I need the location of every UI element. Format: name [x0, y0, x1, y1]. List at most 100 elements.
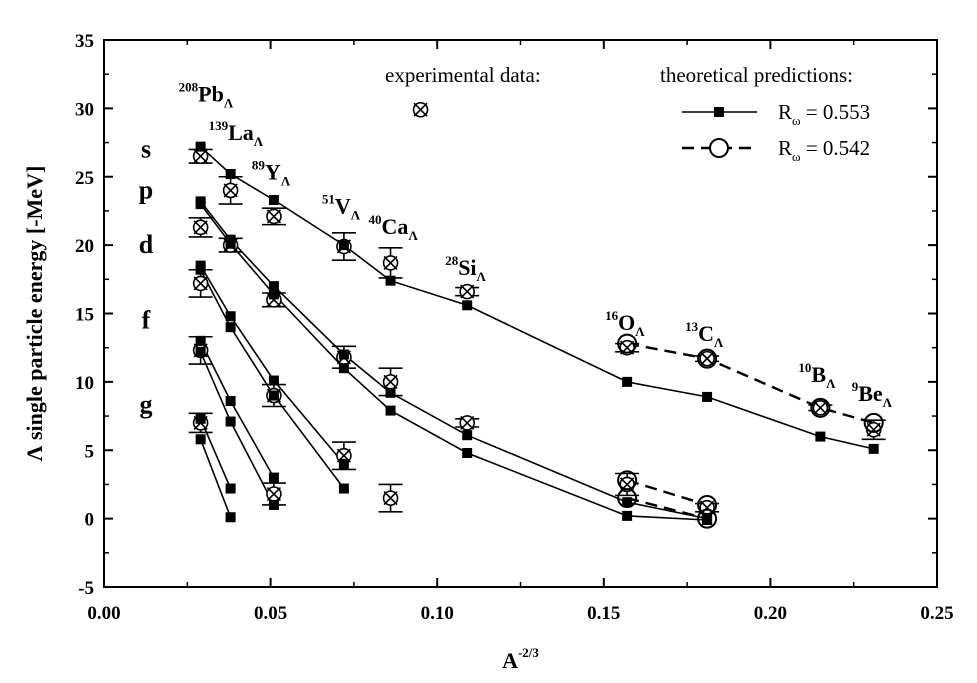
data-point-square [868, 443, 879, 454]
legend-experimental-title: experimental data: [385, 63, 541, 87]
series-line [199, 351, 275, 506]
experimental-point [382, 490, 399, 506]
data-point-square [268, 281, 279, 292]
data-point-square [195, 335, 206, 346]
exp-marker-hatch [623, 343, 631, 352]
exp-marker-hatch [386, 259, 395, 267]
data-point-square [195, 264, 206, 275]
data-point-square [622, 510, 633, 521]
data-point-circle [863, 412, 884, 433]
data-point-square [702, 514, 713, 525]
data-point-square [195, 413, 206, 424]
data-point-circle [617, 488, 638, 509]
series-line [199, 439, 232, 518]
data-point-square [268, 390, 279, 401]
experimental-point [192, 219, 209, 236]
y-tick-label: 20 [75, 236, 94, 257]
experimental-points [188, 148, 886, 516]
y-tick-label: 35 [75, 31, 94, 52]
data-point-square [225, 416, 236, 427]
shell-label: s [141, 134, 151, 163]
legend-circle-marker [709, 138, 729, 158]
exp-marker-hatch [463, 287, 472, 296]
nucleus-label: 40CaΛ [369, 212, 419, 243]
shell-label: p [139, 175, 153, 204]
data-point-circle [617, 333, 638, 354]
y-tick-label: 10 [75, 373, 94, 394]
data-point-square [195, 346, 206, 357]
experimental-point [192, 275, 209, 292]
experimental-point [266, 486, 282, 502]
exp-marker-hatch [463, 419, 472, 427]
experimental-point [192, 148, 209, 165]
shell-label: d [139, 230, 154, 259]
data-point-square [225, 512, 236, 523]
experimental-point [382, 255, 399, 271]
y-tick-label: 25 [75, 168, 94, 189]
data-point-square [385, 387, 396, 398]
nucleus-label: 51VΛ [322, 192, 361, 223]
experimental-point [812, 400, 829, 416]
x-tick-label: 0.20 [754, 603, 787, 624]
data-point-square [815, 431, 826, 442]
data-point-square [195, 434, 206, 445]
legend: experimental data: theoretical prediction… [385, 63, 870, 164]
exp-marker-hatch [386, 494, 395, 502]
theory-markers [195, 141, 884, 529]
data-point-circle [697, 348, 718, 369]
exp-marker-hatch [196, 152, 205, 161]
data-point-circle [810, 397, 831, 418]
nucleus-label: 28SiΛ [445, 253, 486, 284]
nucleus-label: 16OΛ [605, 308, 645, 339]
data-point-square [225, 238, 236, 249]
data-point-square [195, 199, 206, 210]
exp-marker-hatch [226, 186, 235, 195]
legend-entry-label: Rω = 0.542 [778, 136, 870, 164]
experimental-point [459, 415, 475, 431]
exp-marker-hatch [270, 490, 278, 498]
experimental-point [699, 350, 715, 367]
series-line [200, 146, 874, 450]
data-point-square [338, 349, 349, 360]
x-tick-label: 0.00 [87, 603, 120, 624]
data-point-square [622, 376, 633, 387]
exp-marker-hatch [270, 212, 278, 221]
shell-label: f [142, 305, 151, 334]
exp-marker-hatch [196, 279, 205, 288]
legend-entry-label: Rω = 0.553 [778, 100, 870, 128]
nucleus-label: 139LaΛ [209, 118, 264, 149]
nucleus-label: 89YΛ [252, 157, 291, 188]
data-point-square [268, 472, 279, 483]
exp-marker-hatch [416, 105, 425, 114]
data-point-square [338, 363, 349, 374]
data-point-square [268, 499, 279, 510]
data-point-square [225, 396, 236, 407]
x-tick-label: 0.10 [421, 603, 454, 624]
x-tick-label: 0.25 [920, 603, 953, 624]
data-point-circle [697, 494, 718, 515]
nucleus-label: 9BeΛ [852, 379, 893, 410]
y-tick-label: 30 [75, 99, 94, 120]
x-axis-title: A-2/3 [502, 645, 539, 673]
data-point-square [338, 483, 349, 494]
exp-marker-hatch [703, 354, 711, 363]
series-line [199, 340, 275, 478]
data-point-square [268, 375, 279, 386]
data-point-square [385, 275, 396, 286]
nucleus-label: 13CΛ [685, 319, 724, 350]
data-point-square [268, 289, 279, 300]
data-point-square [195, 141, 206, 152]
data-point-square [225, 169, 236, 180]
annotations: spd f g 208PbΛ 139LaΛ 89YΛ 51VΛ 40CaΛ 28SiΛ 16OΛ 1… [139, 80, 893, 420]
y-axis-title: Λ single particle energy [-MeV] [22, 166, 47, 462]
nucleus-label: 208PbΛ [179, 80, 234, 111]
series-line [199, 418, 232, 489]
shell-label: g [140, 390, 153, 419]
data-point-square [462, 447, 473, 458]
nucleus-label: 10BΛ [798, 360, 836, 391]
series-line [199, 265, 345, 465]
series-line [199, 200, 708, 520]
y-tick-label: -5 [78, 578, 94, 599]
data-point-square [338, 458, 349, 469]
